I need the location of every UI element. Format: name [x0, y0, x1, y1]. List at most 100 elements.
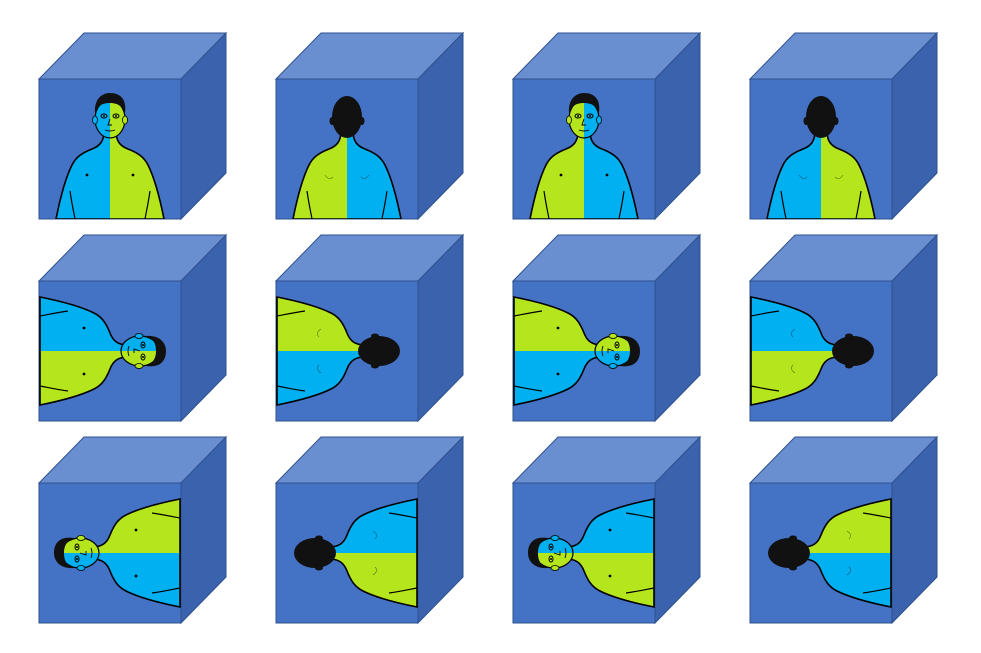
right-scapula: [846, 530, 851, 540]
left-pupil: [577, 115, 579, 117]
right-nipple: [608, 528, 612, 532]
right-arm-line: [144, 190, 151, 219]
left-scapula: [372, 566, 377, 576]
cube-7: [511, 233, 702, 423]
left-eye: [574, 113, 582, 119]
hair: [94, 93, 126, 113]
right-arm-line: [276, 385, 306, 392]
nose: [607, 348, 615, 353]
right-ear: [359, 117, 365, 125]
right-ear: [845, 363, 853, 369]
cube-8: [748, 233, 939, 423]
face-left-half: [61, 553, 99, 568]
hair: [528, 537, 548, 569]
left-arm-line: [306, 190, 313, 219]
head-back: [832, 336, 874, 366]
left-scapula: [324, 174, 334, 179]
cube-3: [511, 31, 702, 221]
head-back: [294, 538, 336, 568]
face-right-half: [535, 538, 573, 553]
right-eye: [112, 113, 120, 119]
left-scapula: [791, 328, 796, 338]
left-ear: [134, 333, 144, 339]
right-eye: [548, 543, 554, 551]
mouth: [564, 547, 567, 559]
left-eye: [548, 555, 554, 563]
right-arm-line: [862, 512, 892, 519]
right-arm-line: [39, 385, 69, 392]
hair: [568, 93, 600, 113]
right-eye: [586, 113, 594, 119]
left-ear: [76, 565, 86, 571]
right-arm-line: [388, 512, 418, 519]
head-back: [358, 336, 400, 366]
left-ear: [92, 115, 98, 125]
left-nipple: [559, 173, 563, 177]
cube-2: [274, 31, 465, 221]
hair: [620, 335, 640, 367]
left-arm-line: [625, 587, 655, 594]
right-ear: [596, 115, 602, 125]
left-ear: [329, 117, 335, 125]
right-arm-line: [513, 385, 543, 392]
mouth: [104, 129, 116, 132]
left-arm-line: [862, 587, 892, 594]
mouth: [578, 129, 590, 132]
left-arm-line: [543, 190, 550, 219]
left-ear: [566, 115, 572, 125]
left-arm-line: [276, 310, 306, 317]
cube-9: [37, 435, 228, 625]
head-back: [332, 96, 362, 138]
left-arm-line: [151, 587, 181, 594]
left-arm-line: [388, 587, 418, 594]
left-ear: [803, 117, 809, 125]
left-ear: [371, 333, 379, 339]
left-ear: [789, 565, 797, 571]
right-scapula: [372, 530, 377, 540]
right-pupil: [589, 115, 591, 117]
face-right-half: [61, 538, 99, 553]
right-nipple: [134, 528, 138, 532]
right-ear: [134, 363, 144, 369]
cube-11: [511, 435, 702, 625]
face-right-half: [584, 100, 599, 138]
left-nipple: [134, 574, 138, 578]
left-eye: [74, 555, 80, 563]
left-arm-line: [750, 310, 780, 317]
cube-12: [748, 435, 939, 625]
face-right-half: [110, 100, 125, 138]
left-nipple: [556, 326, 560, 330]
right-nipple: [556, 372, 560, 376]
left-eye: [614, 341, 620, 349]
left-nipple: [85, 173, 89, 177]
nose: [107, 118, 112, 126]
right-ear: [315, 535, 323, 541]
right-arm-line: [625, 512, 655, 519]
left-ear: [608, 333, 618, 339]
head-back: [806, 96, 836, 138]
left-eye: [140, 341, 146, 349]
mouth: [90, 547, 93, 559]
left-scapula: [317, 328, 322, 338]
face-left-half: [121, 336, 159, 351]
right-ear: [76, 535, 86, 541]
face-left-half: [569, 100, 584, 138]
right-ear: [833, 117, 839, 125]
right-ear: [789, 535, 797, 541]
left-arm-line: [39, 310, 69, 317]
right-pupil: [550, 546, 552, 548]
right-ear: [122, 115, 128, 125]
left-arm-line: [513, 310, 543, 317]
face-left-half: [595, 336, 633, 351]
head-back: [768, 538, 810, 568]
left-scapula: [846, 566, 851, 576]
left-pupil: [550, 558, 552, 560]
right-scapula: [360, 174, 370, 179]
cube-4: [748, 31, 939, 221]
right-eye: [74, 543, 80, 551]
left-ear: [845, 333, 853, 339]
left-pupil: [103, 115, 105, 117]
right-nipple: [605, 173, 609, 177]
right-pupil: [616, 356, 618, 358]
